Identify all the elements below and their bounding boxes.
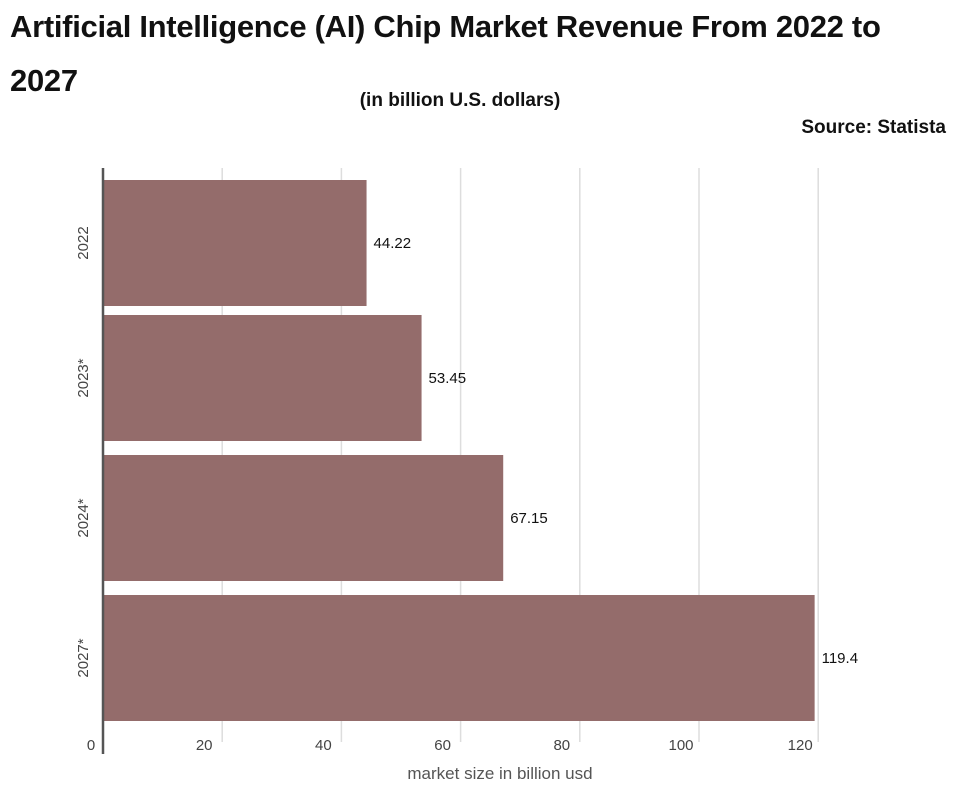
x-axis-label: market size in billion usd [407, 764, 592, 783]
chart-title: Artificial Intelligence (AI) Chip Market… [10, 9, 881, 98]
bars [103, 180, 815, 721]
x-tick-label: 20 [196, 737, 213, 754]
bar [103, 180, 367, 306]
bar [103, 595, 815, 721]
x-tick-label: 60 [434, 737, 451, 754]
category-label: 2027* [75, 638, 92, 677]
bar [103, 455, 504, 581]
data-label: 44.22 [374, 235, 412, 252]
chart-source: Source: Statista [801, 117, 946, 138]
x-tick-label: 120 [788, 737, 813, 754]
category-label: 2024* [75, 498, 92, 537]
labels: 0 20 40 60 80 100 120 44.22 2022 53.45 2023* 67.15 2… [75, 226, 858, 754]
category-label: 2022 [75, 226, 92, 259]
x-tick-label: 100 [668, 737, 693, 754]
x-tick-label: 0 [87, 737, 95, 754]
x-tick-label: 80 [553, 737, 570, 754]
x-tick-label: 40 [315, 737, 332, 754]
bar [103, 315, 422, 441]
category-label: 2023* [75, 358, 92, 397]
chart-subtitle: (in billion U.S. dollars) [359, 90, 561, 111]
data-label: 67.15 [510, 510, 548, 527]
data-label: 119.4 [822, 650, 858, 667]
data-label: 53.45 [429, 370, 467, 387]
